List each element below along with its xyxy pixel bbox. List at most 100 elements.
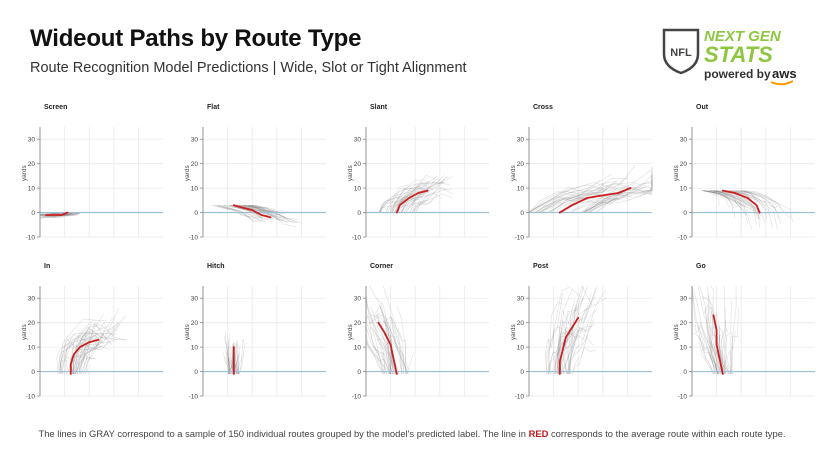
y-tick-label: 10 (680, 186, 688, 193)
sample-route-line (224, 331, 231, 375)
sample-route-line (252, 204, 275, 210)
sample-route-line (560, 331, 569, 375)
sample-route-line (378, 194, 403, 213)
sample-route-line (548, 331, 578, 375)
sample-route-line (528, 176, 629, 213)
sample-route-line (702, 190, 753, 230)
caption-text-before: The lines in GRAY correspond to a sample… (38, 428, 529, 439)
route-chart-flat: -10 0 10 20 30 yards Flat (184, 104, 326, 242)
sample-route-line (548, 301, 565, 375)
sample-route-line (412, 199, 433, 213)
sample-route-line (708, 298, 725, 375)
sample-route-line (567, 289, 606, 375)
sample-route-line (403, 175, 449, 213)
y-tick-label: 10 (28, 186, 36, 193)
sample-route-line (585, 179, 653, 213)
sample-route-line (548, 330, 568, 375)
y-tick-label: -10 (352, 235, 362, 242)
sample-route-line (561, 297, 584, 375)
sample-route-line (67, 212, 81, 215)
sample-route-line (699, 337, 715, 375)
y-tick-label: 10 (191, 186, 199, 193)
route-chart-out: -10 0 10 20 30 yards Out (673, 104, 815, 242)
y-tick-label: 10 (680, 345, 688, 352)
y-tick-label: 10 (28, 345, 36, 352)
sample-route-line (75, 322, 120, 375)
sample-route-line (238, 204, 264, 212)
sample-route-line (59, 337, 85, 375)
sample-route-line (528, 179, 601, 213)
y-tick-label: 20 (191, 320, 199, 327)
average-route-line (558, 316, 580, 375)
sample-route-line (228, 352, 231, 375)
sample-route-line (382, 336, 391, 375)
sample-route-line (703, 190, 730, 208)
sample-route-line (556, 296, 596, 375)
sample-route-line (699, 285, 719, 375)
sample-route-line (567, 323, 595, 375)
sample-route-line (229, 204, 263, 219)
y-tick-label: 20 (517, 320, 525, 327)
sample-route-line (709, 190, 759, 219)
sample-route-line (397, 327, 407, 375)
sample-route-line (64, 212, 81, 215)
sample-route-line (365, 290, 393, 375)
sample-route-line (583, 194, 625, 213)
y-tick-label: 0 (194, 210, 198, 217)
sample-route-line (582, 175, 653, 213)
sample-route-line (714, 190, 758, 216)
chart-title: Go (696, 263, 706, 270)
sample-route-line (370, 316, 390, 375)
sample-route-line (211, 204, 251, 219)
sample-route-line (72, 319, 107, 375)
average-route-line (232, 204, 272, 219)
average-route-line (558, 187, 632, 214)
y-axis-label: yards (673, 165, 680, 182)
sample-route-line (540, 195, 581, 213)
sample-route-line (728, 190, 773, 229)
sample-route-line (377, 298, 390, 375)
y-axis-label: yards (21, 324, 28, 341)
y-axis-label: yards (510, 165, 517, 182)
sample-route-line (741, 190, 755, 201)
sample-route-line (534, 179, 619, 213)
y-tick-label: 10 (517, 345, 525, 352)
sample-route-line (586, 182, 653, 213)
sample-route-line (396, 196, 423, 213)
sample-route-line (387, 200, 405, 213)
y-tick-label: 0 (357, 210, 361, 217)
sample-route-line (386, 196, 405, 213)
y-tick-label: 30 (354, 137, 362, 144)
sample-route-line (547, 328, 555, 375)
y-tick-label: -10 (26, 394, 36, 401)
sample-route-line (380, 351, 385, 374)
route-chart-slant: -10 0 10 20 30 yards Slant (347, 104, 489, 242)
sample-route-line (550, 182, 651, 213)
sample-route-line (391, 195, 413, 213)
sample-route-line (739, 190, 791, 219)
sample-route-line (400, 182, 450, 213)
sample-route-line (698, 335, 720, 375)
caption-red-highlight: RED (528, 428, 549, 439)
sample-route-line (247, 204, 289, 222)
sample-route-line (244, 204, 285, 218)
y-tick-label: 30 (28, 137, 36, 144)
y-tick-label: 30 (680, 296, 688, 303)
y-tick-label: -10 (189, 235, 199, 242)
sample-route-line (236, 340, 240, 375)
chart-title: Out (696, 104, 709, 111)
sample-route-line (223, 204, 245, 211)
sample-route-line (729, 335, 733, 375)
sample-route-line (729, 307, 739, 375)
sample-route-line (379, 178, 428, 213)
sample-route-line (697, 285, 719, 375)
sample-route-line (707, 285, 719, 375)
sample-route-line (47, 212, 79, 219)
sample-route-line (703, 190, 758, 215)
y-tick-label: 0 (520, 369, 524, 376)
sample-route-line (730, 330, 736, 375)
sample-route-line (85, 322, 120, 375)
sample-route-line (572, 347, 596, 375)
sample-route-line (711, 190, 748, 213)
